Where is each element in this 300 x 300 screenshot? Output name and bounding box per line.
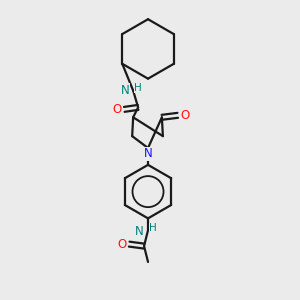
Text: O: O [180,109,189,122]
Text: H: H [149,223,157,233]
Text: O: O [113,103,122,116]
Text: N: N [135,225,144,238]
Text: N: N [144,148,152,160]
Text: O: O [118,238,127,250]
Text: N: N [120,84,129,97]
Text: H: H [134,82,142,93]
